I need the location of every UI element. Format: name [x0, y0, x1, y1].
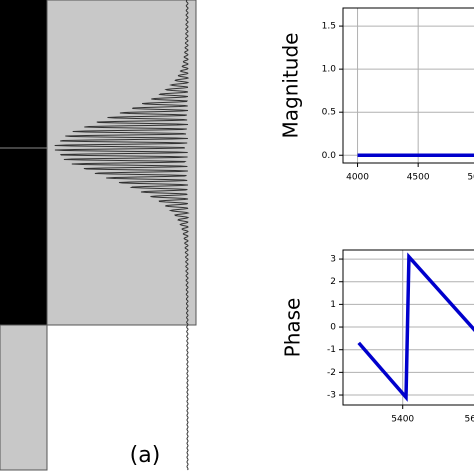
axes-frame — [342, 249, 474, 406]
y-tick-label: 1.0 — [322, 65, 337, 75]
x-tick-label: 5600 — [465, 415, 474, 425]
dark-panel — [0, 0, 47, 325]
y-tick-label: 1 — [330, 300, 336, 310]
axes-frame — [342, 7, 474, 164]
lower-panel — [0, 324, 48, 471]
x-tick-label: 5000 — [467, 173, 474, 183]
y-tick-label: 2 — [330, 277, 336, 287]
y-tick-label: 0 — [330, 323, 336, 333]
y-axis-label: Phase — [281, 298, 305, 358]
data-line — [357, 252, 474, 402]
y-axis-label: Magnitude — [279, 33, 303, 139]
x-tick-label: 4000 — [346, 173, 369, 183]
y-tick-label: 3 — [330, 255, 336, 265]
caption: (a) — [130, 443, 161, 468]
x-tick-label: 4500 — [407, 173, 430, 183]
y-tick-label: 0.5 — [322, 108, 336, 118]
y-tick-label: -3 — [327, 391, 336, 401]
y-tick-label: 0.0 — [322, 151, 337, 161]
y-tick-label: -2 — [327, 368, 336, 378]
waveform — [54, 0, 190, 471]
y-tick-label: 1.5 — [322, 22, 336, 32]
x-tick-label: 5400 — [391, 415, 414, 425]
y-tick-label: -1 — [327, 345, 336, 355]
